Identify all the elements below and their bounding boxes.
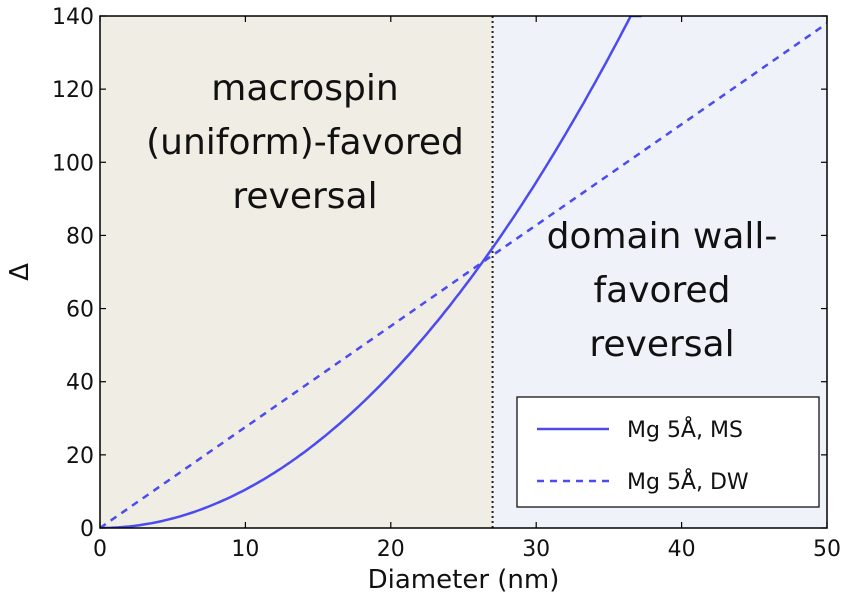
series-line-dw (100, 22, 827, 528)
y-tick-label: 40 (66, 371, 94, 396)
y-axis-label: Δ (5, 263, 35, 281)
y-tick-label: 140 (52, 5, 94, 30)
region-label-line: reversal (589, 324, 734, 365)
x-axis-ticks: 0 10 20 30 40 50 (93, 16, 841, 562)
x-tick-label: 40 (668, 537, 696, 562)
plot-frame (99, 15, 828, 529)
y-tick-label: 20 (66, 444, 94, 469)
y-tick-label: 120 (52, 78, 94, 103)
region-label-line: (uniform)-favored (146, 122, 464, 163)
x-tick-label: 20 (377, 537, 405, 562)
legend-entry: Mg 5Å, DW (627, 468, 749, 495)
y-tick-label: 100 (52, 151, 94, 176)
x-tick-label: 30 (522, 537, 550, 562)
region-label-line: domain wall- (547, 216, 778, 257)
region-label-line: macrospin (211, 68, 398, 109)
x-tick-label: 0 (93, 537, 107, 562)
y-tick-label: 60 (66, 298, 94, 323)
y-axis-ticks: 0 20 40 60 80 100 120 140 (52, 5, 827, 542)
region-labels: macrospin (uniform)-favored reversal domain… (146, 68, 777, 365)
series-lines (100, 16, 827, 528)
region-backgrounds (100, 16, 827, 528)
legend: Mg 5Å, MS Mg 5Å, DW (516, 396, 820, 508)
region-background-0 (100, 16, 493, 528)
x-tick-label: 50 (813, 537, 841, 562)
x-tick-label: 10 (231, 537, 259, 562)
region-label-line: reversal (232, 176, 377, 217)
y-tick-label: 80 (66, 224, 94, 249)
y-tick-label: 0 (80, 517, 94, 542)
x-axis-label: Diameter (nm) (368, 565, 560, 595)
series-line-ms (100, 16, 642, 528)
legend-entry: Mg 5Å, MS (627, 416, 743, 443)
legend-box (516, 396, 820, 508)
region-label-line: favored (593, 270, 730, 311)
